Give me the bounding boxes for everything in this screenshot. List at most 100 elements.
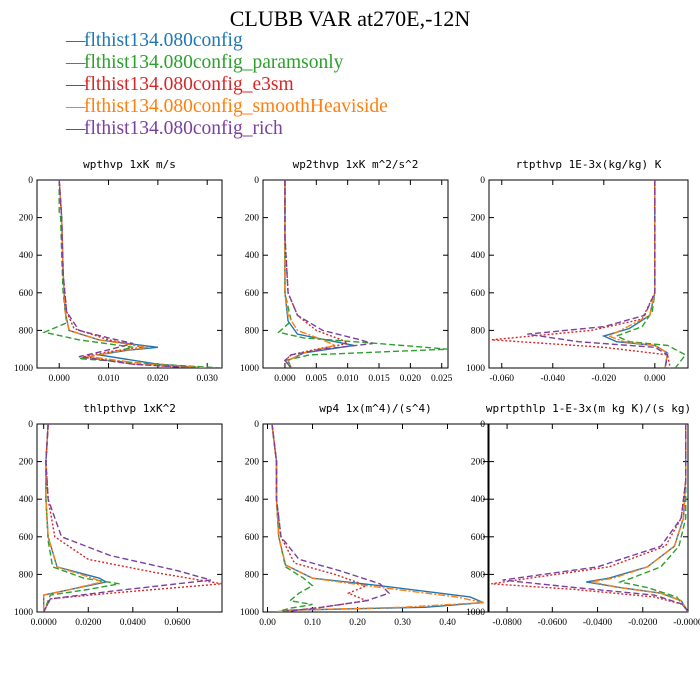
x-tick-label: -0.0800 — [492, 618, 522, 628]
x-tick-label: 0.0200 — [75, 618, 101, 628]
y-tick-label: 0 — [28, 176, 33, 186]
chart-panel: wpthvp 1xK m/s 0 200 400 600 800 1000 0.000 0.01… — [14, 158, 223, 384]
series-line — [58, 180, 208, 368]
x-tick-label: -0.0600 — [538, 618, 568, 628]
y-tick-label: 0 — [254, 176, 259, 186]
chart-panel: wprtpthlp 1-E-3x(m kg K)/(s kg)0 200 400 60… — [466, 402, 700, 628]
y-tick-label: 600 — [245, 289, 260, 299]
y-tick-label: 800 — [245, 326, 260, 336]
y-tick-label: 0 — [28, 420, 33, 430]
x-tick-label: 0.00 — [259, 618, 276, 628]
series-line — [58, 180, 208, 368]
series-line — [590, 424, 688, 612]
y-tick-label: 0 — [480, 420, 485, 430]
y-tick-label: 600 — [471, 289, 486, 299]
y-tick-label: 400 — [245, 251, 260, 261]
x-tick-label: -0.020 — [592, 374, 617, 384]
x-tick-label: 0.40 — [439, 618, 456, 628]
y-tick-label: 200 — [471, 458, 486, 468]
y-tick-label: 1000 — [466, 364, 485, 374]
x-tick-label: 0.010 — [337, 374, 359, 384]
series-line — [502, 424, 688, 612]
series-line — [271, 424, 391, 612]
y-tick-label: 600 — [471, 533, 486, 543]
y-tick-label: 1000 — [466, 608, 485, 618]
chart-title: wpthvp 1xK m/s — [83, 158, 176, 171]
series-line — [491, 424, 688, 612]
x-tick-label: 0.020 — [147, 374, 169, 384]
series-line — [271, 424, 484, 612]
series-line — [277, 180, 448, 368]
series-line — [43, 424, 212, 612]
series-line — [601, 180, 669, 368]
series-line — [617, 424, 688, 612]
y-tick-label: 400 — [19, 495, 34, 505]
x-tick-label: -0.040 — [541, 374, 566, 384]
figure-title: CLUBB VAR at270E,-12N — [229, 6, 471, 31]
y-tick-label: 400 — [245, 495, 260, 505]
legend-item: —flthist134.080config_smoothHeaviside — [66, 96, 388, 118]
series-line — [271, 424, 314, 612]
legend-label: flthist134.080config — [84, 30, 243, 51]
series-line — [43, 424, 222, 612]
y-tick-label: 200 — [19, 214, 34, 224]
chart-panel: rtpthvp 1E-3x(kg/kg) K02004006008001000-… — [466, 158, 689, 384]
y-tick-label: 600 — [19, 533, 34, 543]
series-line — [284, 180, 338, 368]
legend-label: flthist134.080config_rich — [84, 118, 283, 139]
series-line — [283, 180, 350, 368]
series-line — [58, 180, 198, 368]
y-tick-label: 1000 — [14, 608, 33, 618]
plot-frame — [488, 179, 689, 369]
x-tick-label: 0.015 — [368, 374, 390, 384]
y-tick-label: 1000 — [14, 364, 33, 374]
y-tick-label: 800 — [471, 326, 486, 336]
x-tick-label: 0.30 — [394, 618, 411, 628]
y-tick-label: 400 — [471, 495, 486, 505]
y-tick-label: 800 — [471, 570, 486, 580]
y-tick-label: 600 — [245, 533, 260, 543]
x-tick-label: 0.020 — [400, 374, 422, 384]
series-line — [42, 424, 104, 612]
x-tick-label: 0.005 — [306, 374, 328, 384]
chart-title: rtpthvp 1E-3x(kg/kg) K — [516, 158, 662, 171]
chart-title: thlpthvp 1xK^2 — [83, 402, 176, 415]
series-line — [614, 180, 687, 368]
legend-label: flthist134.080config_smoothHeaviside — [84, 96, 388, 117]
plot-frame — [36, 179, 223, 369]
y-tick-label: 1000 — [240, 608, 259, 618]
x-tick-label: 0.10 — [304, 618, 321, 628]
y-tick-label: 200 — [245, 214, 260, 224]
y-tick-label: 0 — [254, 420, 259, 430]
chart-title: wprtpthlp 1-E-3x(m kg K)/(s kg) — [486, 402, 691, 415]
legend-label: flthist134.080config_paramsonly — [84, 52, 344, 73]
y-tick-label: 0 — [480, 176, 485, 186]
legend-item: —flthist134.080config_paramsonly — [66, 52, 388, 74]
x-tick-label: 0.000 — [49, 374, 71, 384]
chart-panel: wp2thvp 1xK m^2/s^2 0 200 400 600 800 1000 0.00… — [240, 158, 453, 384]
x-tick-label: 0.010 — [98, 374, 120, 384]
series-line — [527, 180, 669, 368]
x-tick-label: 0.000 — [644, 374, 666, 384]
legend: —flthist134.080config —flthist134.080conf… — [66, 30, 388, 140]
chart-title: wp4 1x(m^4)/(s^4) — [319, 402, 432, 415]
series-line — [284, 180, 355, 368]
x-tick-label: -0.0000 — [673, 618, 700, 628]
y-tick-label: 1000 — [240, 364, 259, 374]
legend-item: —flthist134.080config_e3sm — [66, 74, 388, 96]
legend-label: flthist134.080config_e3sm — [84, 74, 294, 95]
plot-frame — [262, 179, 449, 369]
x-tick-label: 0.20 — [349, 618, 366, 628]
y-tick-label: 600 — [19, 289, 34, 299]
series-line — [271, 424, 484, 612]
y-tick-label: 400 — [19, 251, 34, 261]
x-tick-label: -0.0200 — [628, 618, 658, 628]
x-tick-label: 0.000 — [274, 374, 296, 384]
plot-frame — [36, 423, 223, 613]
series-line — [491, 180, 671, 368]
series-line — [271, 424, 370, 612]
x-tick-label: 0.025 — [431, 374, 453, 384]
y-tick-label: 200 — [245, 458, 260, 468]
